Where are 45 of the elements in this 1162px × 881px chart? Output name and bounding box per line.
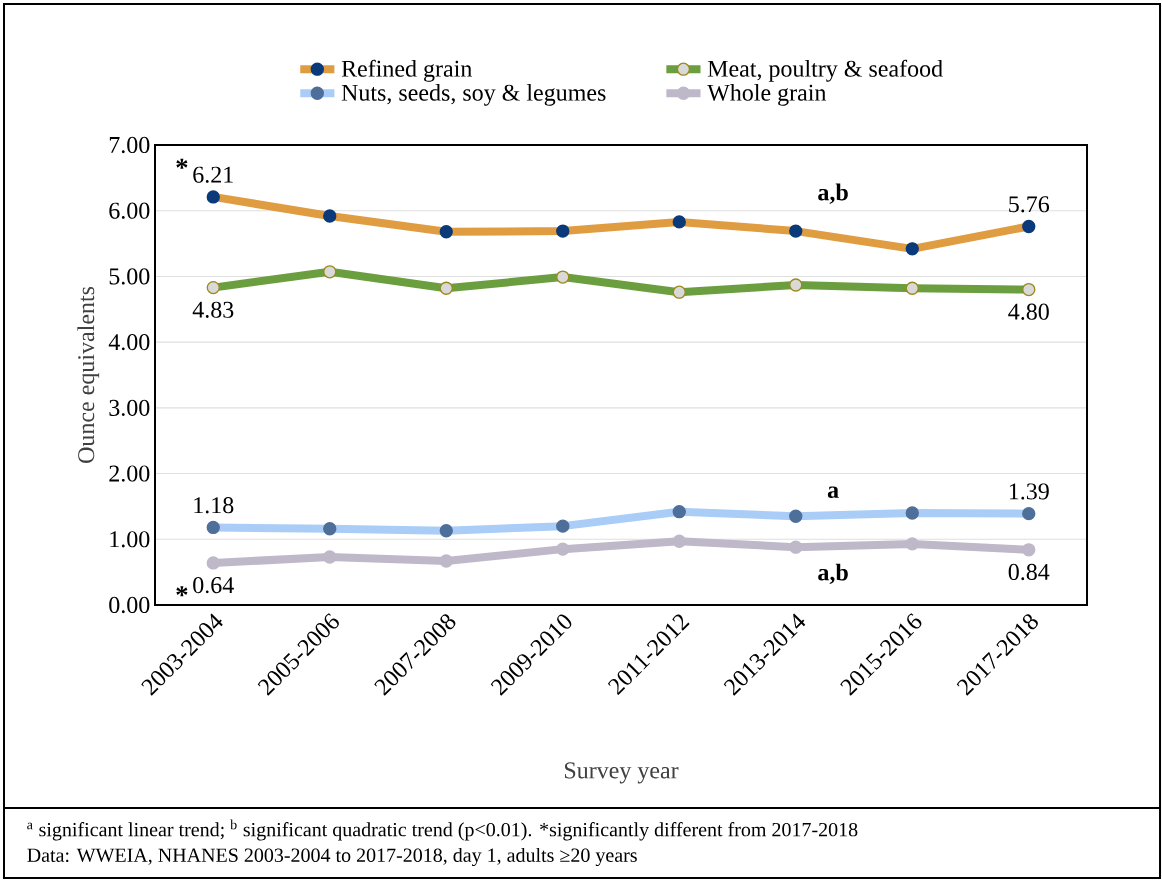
annotation: * [176,158,188,169]
point [323,550,337,564]
y-tick-label: 5.00 [109,268,150,285]
y-tick-label: 3.00 [109,399,150,416]
point [323,265,337,279]
y-axis-title: Ounce equivalents [77,286,100,463]
legend-label: Meat, poultry & seafood [707,59,943,82]
point [789,540,803,554]
text: $^{a}$ significant linear trend; $^{b}$ significant quadratic trend (p<0.01). *significantly different from 2017-2018 [27,819,858,841]
y-tick-label: 0.00 [109,596,150,614]
data-label: 5.76 [1009,196,1050,213]
point [439,554,453,568]
data-label: 6.21 [193,166,233,183]
point [1022,282,1036,297]
point [672,534,686,548]
point [905,281,919,295]
point [206,556,220,570]
data-label: 4.83 [192,301,234,318]
point [206,280,220,295]
legend-label: Nuts, seeds, soy & legumes [341,83,606,106]
point [439,281,453,295]
annotation: * [176,586,188,597]
x-axis-title: Survey year [564,762,679,784]
legend-label: Refined grain [341,59,472,82]
legend-label: Whole grain [707,83,827,106]
data-label: 0.64 [193,576,234,594]
y-tick-label: 6.00 [109,202,150,219]
data-label: 1.39 [1009,483,1049,500]
data-label: 1.18 [194,497,234,514]
text: Data: WWEIA, NHANES 2003-2004 to 2017-2018, day 1, adults ≥20 years [27,847,637,867]
y-tick-label: 1.00 [110,531,150,548]
point [1022,543,1036,557]
data-label: 0.84 [1008,563,1050,581]
annotation: a [827,486,839,499]
annotation: a,b [818,563,848,585]
y-tick-label: 2.00 [109,465,150,482]
point [556,542,570,556]
point [672,285,686,299]
point [789,278,803,292]
y-tick-label: 4.00 [108,334,150,351]
point [905,537,919,551]
annotation: a,b [818,183,848,204]
y-tick-label: 7.00 [109,136,150,154]
data-label: 4.80 [1008,303,1049,320]
point [556,270,570,284]
